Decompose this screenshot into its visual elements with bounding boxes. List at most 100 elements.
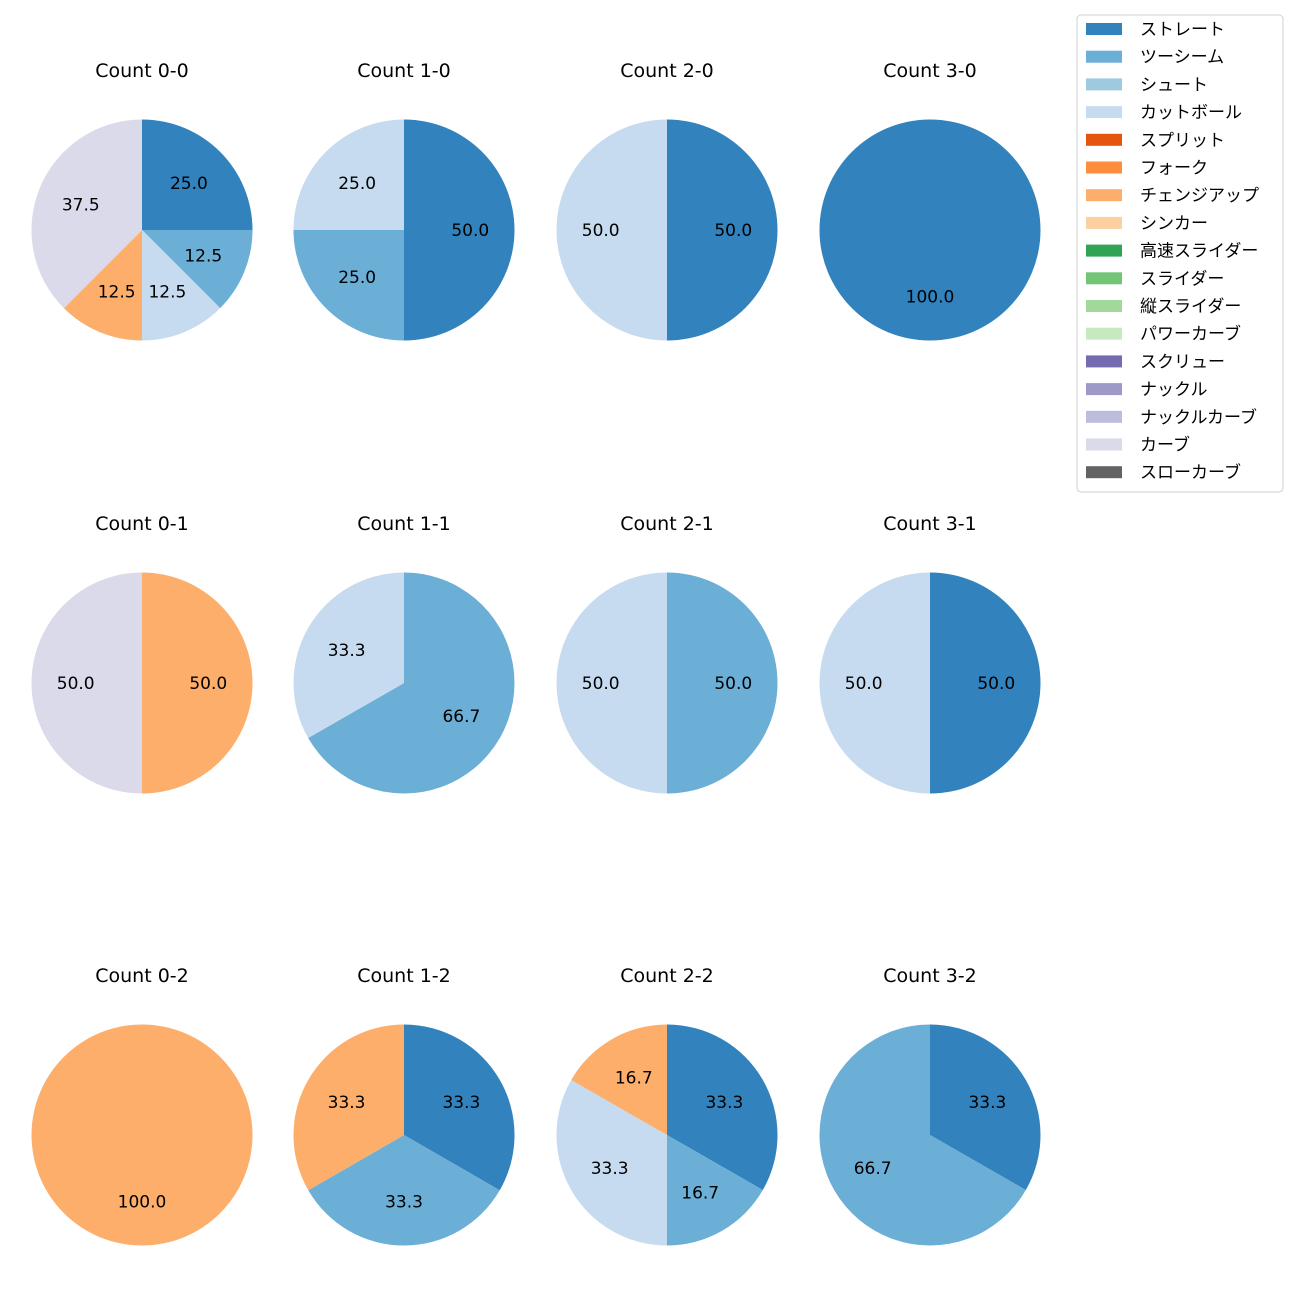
pie-slice — [819, 1024, 1026, 1246]
pie-panel: Count 3-2 33.3 66.7 — [819, 965, 1041, 1246]
pie-panel: Count 2-2 33.3 16.7 33.3 16.7 — [556, 965, 778, 1246]
legend-label: チェンジアップ — [1140, 186, 1259, 206]
slice-value-label: 33.3 — [968, 1093, 1006, 1113]
legend-item: パワーカーブ — [1086, 324, 1241, 345]
slice-value-label: 100.0 — [906, 287, 955, 307]
pie-panels: Count 0-0 25.0 12.5 12.5 12.5 37.5 Count 1-0 50… — [31, 60, 1041, 1246]
pie-slice — [142, 572, 253, 794]
legend-swatch — [1086, 78, 1122, 91]
pie-slice — [31, 572, 143, 794]
slice-value-label: 33.3 — [385, 1192, 423, 1212]
pie-panel: Count 1-0 50.0 25.0 25.0 — [293, 60, 515, 341]
pie-title: Count 1-0 — [357, 60, 451, 82]
legend-item: カットボール — [1086, 103, 1242, 123]
legend-swatch — [1086, 438, 1122, 451]
slice-value-label: 50.0 — [189, 674, 227, 694]
slice-value-label: 25.0 — [338, 174, 376, 194]
pie-title: Count 1-1 — [357, 513, 451, 535]
legend-item: シンカー — [1086, 214, 1208, 234]
slice-value-label: 66.7 — [442, 707, 480, 727]
pie-slice — [571, 1024, 667, 1135]
pie-title: Count 3-0 — [883, 60, 977, 82]
pie-slice — [142, 230, 253, 309]
legend-swatch — [1086, 327, 1122, 340]
legend-swatch — [1086, 466, 1122, 479]
slice-value-label: 16.7 — [681, 1183, 719, 1203]
pie-slice — [819, 119, 1041, 341]
slice-value-label: 16.7 — [615, 1069, 653, 1089]
pie-panel: Count 2-0 50.0 50.0 — [556, 60, 778, 341]
pie-panel: Count 0-2 100.0 — [31, 965, 253, 1246]
legend-label: カーブ — [1140, 435, 1190, 456]
legend-swatch — [1086, 161, 1122, 174]
slice-value-label: 12.5 — [184, 246, 222, 266]
legend-item: ツーシーム — [1086, 48, 1224, 68]
pie-slice — [819, 572, 930, 794]
legend-swatch — [1086, 50, 1122, 63]
pie-slice — [308, 572, 515, 794]
pie-panel: Count 1-1 66.7 33.3 — [293, 513, 515, 794]
legend-label: ストレート — [1140, 20, 1225, 40]
pie-slice — [930, 1024, 1041, 1191]
pie-slice — [667, 119, 778, 341]
legend-label: スプリット — [1140, 131, 1225, 151]
legend-swatch — [1086, 383, 1122, 396]
pie-slice — [293, 230, 404, 341]
legend-item: スライダー — [1086, 269, 1224, 289]
legend-item: ナックルカーブ — [1086, 407, 1257, 428]
legend-item: シュート — [1086, 75, 1208, 95]
pie-title: Count 1-2 — [357, 965, 451, 987]
legend-label: ツーシーム — [1140, 48, 1224, 68]
slice-value-label: 33.3 — [328, 641, 366, 661]
legend: ストレートツーシームシュートカットボールスプリットフォークチェンジアップシンカー… — [1076, 14, 1284, 493]
legend-swatch — [1086, 23, 1122, 35]
legend-swatch — [1086, 189, 1122, 202]
pie-slice — [293, 119, 404, 230]
pie-title: Count 3-1 — [883, 513, 977, 535]
slice-value-label: 50.0 — [977, 674, 1015, 694]
pie-slice — [667, 1024, 778, 1191]
pie-slice — [404, 1024, 515, 1191]
slice-value-label: 50.0 — [714, 221, 752, 241]
legend-swatch — [1086, 300, 1122, 312]
pie-title: Count 0-0 — [95, 60, 189, 82]
legend-item: カーブ — [1086, 435, 1190, 456]
legend-label: スローカーブ — [1140, 462, 1241, 483]
pie-slice — [667, 1135, 763, 1246]
legend-swatch — [1086, 355, 1122, 368]
slice-value-label: 33.3 — [591, 1159, 629, 1179]
legend-label: シンカー — [1140, 214, 1208, 234]
legend-frame — [1076, 14, 1284, 493]
pie-slice — [930, 572, 1041, 794]
legend-swatch — [1086, 106, 1122, 119]
pie-slice — [308, 1135, 500, 1246]
pie-panel: Count 0-0 25.0 12.5 12.5 12.5 37.5 — [31, 60, 253, 341]
slice-value-label: 33.3 — [328, 1093, 366, 1113]
slice-value-label: 50.0 — [57, 674, 95, 694]
pie-slice — [293, 572, 404, 739]
legend-item: 縦スライダー — [1086, 297, 1241, 317]
legend-label: 高速スライダー — [1140, 242, 1258, 262]
slice-value-label: 50.0 — [845, 674, 883, 694]
pie-panel: Count 0-1 50.0 50.0 — [31, 513, 253, 794]
legend-label: ナックル — [1140, 380, 1208, 400]
legend-label: スクリュー — [1140, 352, 1225, 372]
slice-value-label: 50.0 — [714, 674, 752, 694]
slice-value-label: 12.5 — [98, 282, 136, 302]
slice-value-label: 12.5 — [148, 282, 186, 302]
pie-slice — [293, 1024, 404, 1191]
legend-label: スライダー — [1140, 269, 1224, 289]
legend-swatch — [1086, 272, 1122, 285]
pie-slice — [142, 119, 253, 230]
pie-slice — [31, 119, 143, 309]
slice-value-label: 25.0 — [170, 174, 208, 194]
pie-slice — [31, 1024, 253, 1246]
legend-label: 縦スライダー — [1140, 297, 1241, 317]
pie-title: Count 2-1 — [620, 513, 714, 535]
legend-label: カットボール — [1140, 103, 1242, 123]
pie-slice — [556, 1079, 667, 1246]
pie-title: Count 2-0 — [620, 60, 714, 82]
legend-label: フォーク — [1140, 159, 1208, 179]
legend-item: ストレート — [1086, 20, 1225, 40]
